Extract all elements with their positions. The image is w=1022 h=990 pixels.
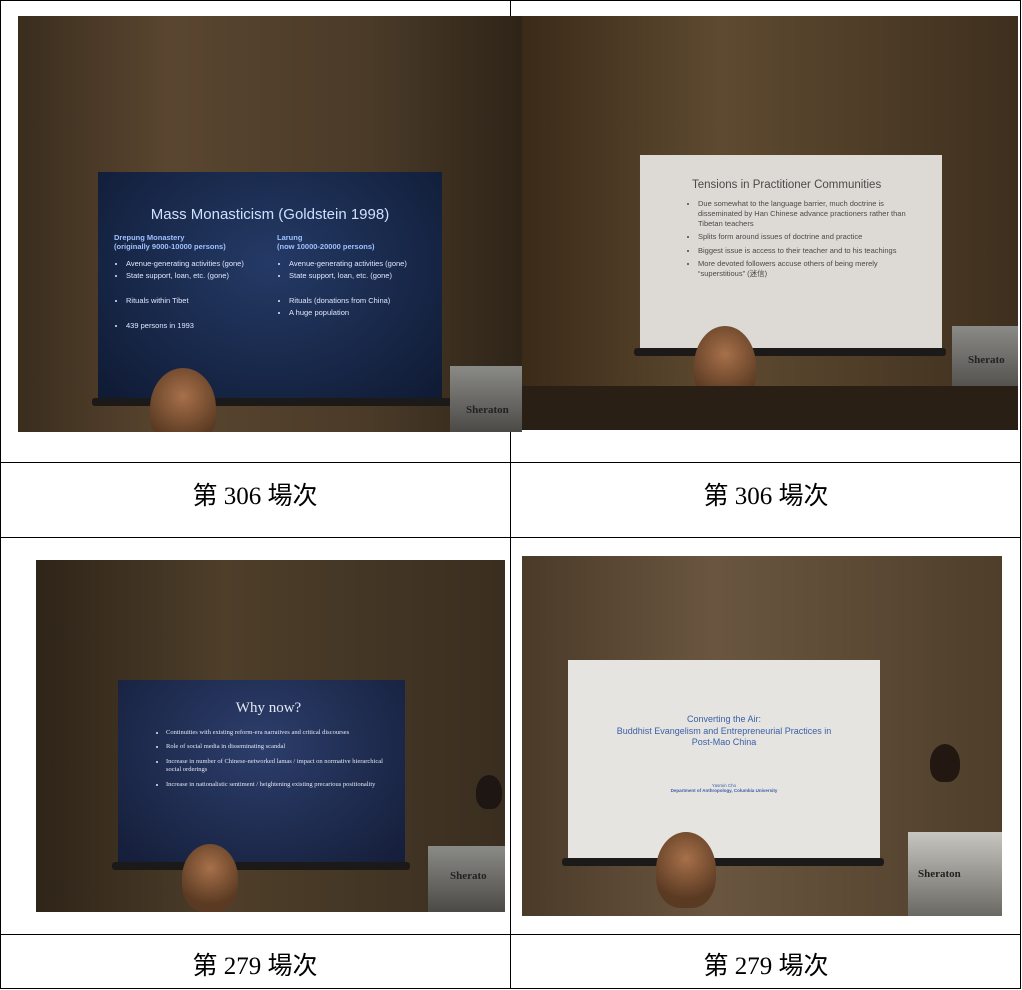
bullet: Rituals within Tibet: [126, 296, 263, 305]
table-border: [0, 537, 1021, 538]
screen-bar: [112, 862, 410, 870]
presenter: [930, 744, 960, 782]
photo: Converting the Air: Buddhist Evangelism …: [522, 556, 1002, 916]
slide-title-line: Post-Mao China: [568, 737, 880, 749]
audience-head: [656, 832, 716, 908]
caption: 第 306 場次: [511, 476, 1021, 512]
bullet: Due somewhat to the language barrier, mu…: [698, 199, 918, 229]
column-heading: Drepung Monastery: [114, 233, 263, 242]
caption: 第 279 場次: [511, 946, 1021, 982]
bullet: Increase in nationalistic sentiment / he…: [166, 781, 383, 789]
slide-title-line: Buddhist Evangelism and Entrepreneurial …: [568, 726, 880, 738]
bullet: Biggest issue is access to their teacher…: [698, 246, 918, 256]
slide: Tensions in Practitioner Communities Due…: [640, 155, 942, 352]
bullet: Avenue-generating activities (gone): [289, 259, 426, 268]
photo: Why now? Continuities with existing refo…: [36, 560, 505, 912]
column-subheading: (now 10000-20000 persons): [277, 242, 426, 251]
bullet: Avenue-generating activities (gone): [126, 259, 263, 268]
podium: [450, 366, 522, 432]
bullet: More devoted followers accuse others of …: [698, 259, 918, 279]
screen-bar: [92, 398, 452, 406]
bullet: 439 persons in 1993: [126, 321, 263, 330]
table-border: [0, 934, 1021, 935]
column-heading: Larung: [277, 233, 426, 242]
bullet: Continuities with existing reform-era na…: [166, 729, 383, 737]
sign: Sheraton: [918, 868, 961, 880]
slide-title: Mass Monasticism (Goldstein 1998): [114, 206, 426, 223]
caption: 第 306 場次: [0, 476, 510, 512]
table-border: [0, 988, 1021, 989]
sign: Sheraton: [466, 404, 509, 416]
sign: Sherato: [968, 354, 1005, 366]
bullet: Role of social media in disseminating sc…: [166, 743, 383, 751]
screen-bar: [634, 348, 946, 356]
caption: 第 279 場次: [0, 946, 510, 982]
column-subheading: (originally 9000-10000 persons): [114, 242, 263, 251]
sign: Sherato: [450, 870, 487, 882]
presenter: [476, 775, 502, 809]
bullet: Splits form around issues of doctrine an…: [698, 232, 918, 242]
audience-head: [182, 844, 238, 912]
slide-title: Tensions in Practitioner Communities: [692, 179, 918, 191]
bullet: Rituals (donations from China): [289, 296, 426, 305]
slide: Mass Monasticism (Goldstein 1998) Drepun…: [98, 172, 442, 400]
slide-title-line: Converting the Air:: [568, 714, 880, 726]
slide-title: Why now?: [154, 700, 383, 717]
slide: Converting the Air: Buddhist Evangelism …: [568, 660, 880, 862]
screen-bar: [562, 858, 884, 866]
page: Mass Monasticism (Goldstein 1998) Drepun…: [0, 0, 1022, 990]
bullet: State support, loan, etc. (gone): [126, 271, 263, 280]
table-border: [0, 0, 1021, 1]
slide-column: Drepung Monastery (originally 9000-10000…: [114, 233, 263, 333]
bullet: State support, loan, etc. (gone): [289, 271, 426, 280]
photo: Mass Monasticism (Goldstein 1998) Drepun…: [18, 16, 522, 432]
bullet: Increase in number of Chinese-networked …: [166, 758, 383, 775]
bullet: A huge population: [289, 308, 426, 317]
slide-affiliation: Department of Anthropology, Columbia Uni…: [568, 788, 880, 793]
chairs: [522, 386, 1018, 430]
slide-column: Larung (now 10000-20000 persons) Avenue-…: [277, 233, 426, 333]
photo: Tensions in Practitioner Communities Due…: [522, 16, 1018, 430]
table-border: [0, 462, 1021, 463]
slide: Why now? Continuities with existing refo…: [118, 680, 405, 865]
